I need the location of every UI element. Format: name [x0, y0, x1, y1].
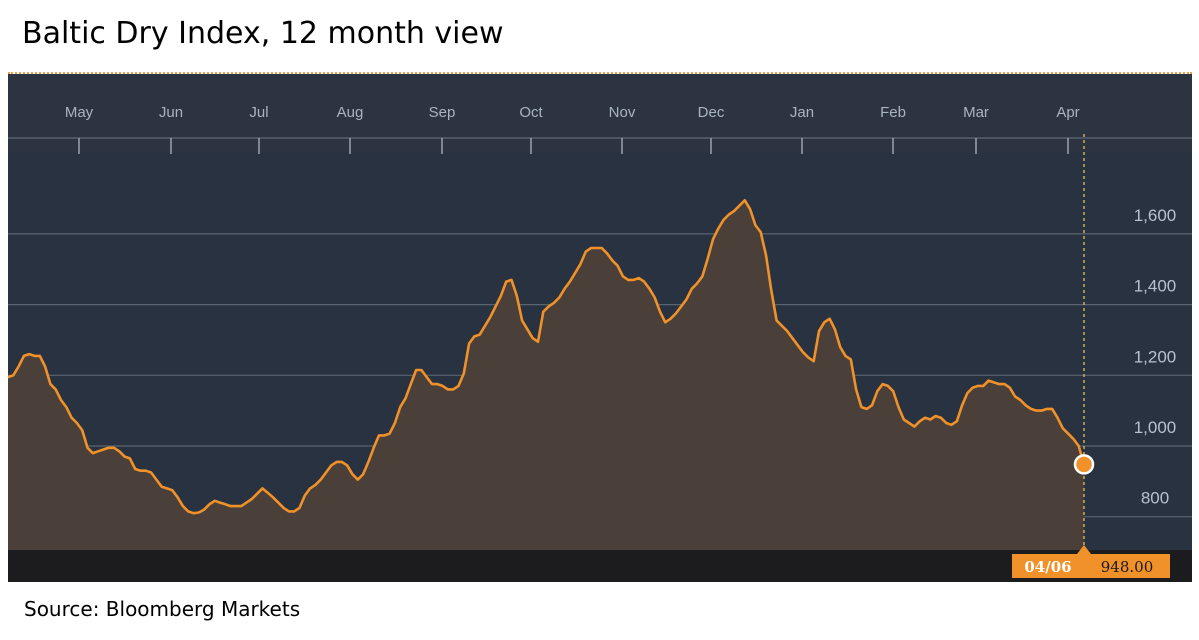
- badge-pointer: [1077, 545, 1091, 554]
- chart-footer-background: [8, 550, 1192, 582]
- series-line[interactable]: [8, 199, 1086, 515]
- y-tick-label: 800: [1141, 489, 1169, 508]
- badge-value: 948.00: [1101, 558, 1154, 576]
- month-label: Feb: [880, 104, 906, 121]
- month-label: Aug: [337, 104, 364, 121]
- page-title: Baltic Dry Index, 12 month view: [22, 16, 504, 51]
- badge-date-box: [1012, 554, 1084, 578]
- month-label: Jul: [249, 104, 268, 121]
- y-axis-labels: 800 1,000 1,200 1,400 1,600: [1134, 206, 1177, 508]
- y-tick-label: 1,200: [1134, 347, 1177, 366]
- source-note: Source: Bloomberg Markets: [24, 597, 301, 621]
- badge-date: 04/06: [1024, 558, 1071, 576]
- y-tick-label: 1,400: [1134, 277, 1177, 296]
- month-label: Oct: [519, 104, 543, 121]
- month-labels: May Jun Jul Aug Sep Oct Nov Dec Jan Feb Mar Apr: [65, 104, 1080, 121]
- month-label: Jan: [790, 104, 814, 121]
- chart: May Jun Jul Aug Sep Oct Nov Dec Jan Feb Mar Apr 800…: [8, 74, 1192, 582]
- chart-header-background: [8, 74, 1192, 152]
- month-label: Nov: [609, 104, 636, 121]
- month-label: Apr: [1056, 104, 1079, 121]
- month-ticks: [8, 137, 1192, 154]
- last-value-badge[interactable]: 04/06 948.00: [1012, 545, 1170, 578]
- month-label: Dec: [698, 104, 725, 121]
- month-label: Sep: [429, 104, 456, 121]
- badge-value-box: [1084, 554, 1170, 578]
- y-tick-label: 1,000: [1134, 418, 1177, 437]
- month-label: Jun: [159, 104, 183, 121]
- month-label: May: [65, 104, 94, 121]
- month-label: Mar: [963, 104, 989, 121]
- area-fill: [8, 200, 1084, 551]
- last-point-marker[interactable]: [1073, 454, 1095, 475]
- y-tick-label: 1,600: [1134, 206, 1177, 225]
